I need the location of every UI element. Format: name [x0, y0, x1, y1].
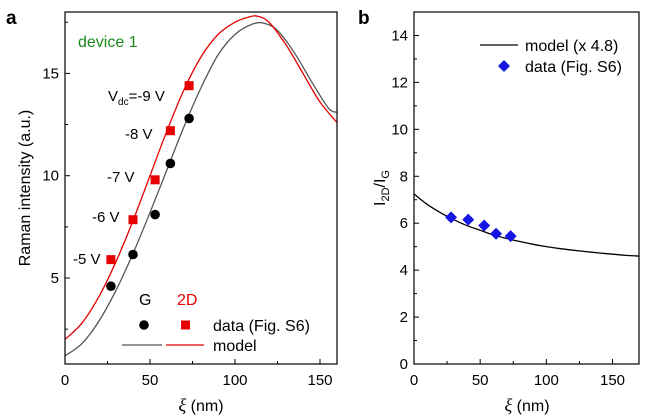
data-point-2d — [184, 81, 194, 91]
data-point-g — [106, 281, 116, 292]
y-tick-label: 10 — [42, 168, 59, 185]
data-point-data-fig-s6- — [478, 219, 491, 232]
x-tick-label: 50 — [142, 372, 159, 389]
panel-b-ylabel: I2D/IG — [372, 170, 392, 206]
y-tick-label: 4 — [400, 262, 408, 279]
y-tick-label: 8 — [400, 168, 408, 185]
data-point-g — [150, 209, 160, 220]
panel-a-model-lines — [64, 15, 338, 357]
y-tick-label: 5 — [51, 270, 59, 287]
panel-label-b: b — [358, 8, 370, 29]
series-line-model-g — [64, 21, 338, 357]
legend-header-2d: 2D — [177, 292, 197, 309]
x-tick-label: 100 — [534, 372, 559, 389]
legend-data-label: data (Fig. S6) — [213, 318, 310, 335]
panel-label-a: a — [6, 8, 17, 29]
data-point-2d — [150, 175, 160, 185]
panel-a-frame — [64, 11, 338, 365]
label-voltage-8: -8 V — [125, 126, 153, 143]
legend-b-data-label: data (Fig. S6) — [525, 59, 622, 76]
panel-a-legend: G 2D data (Fig. S6) model — [122, 292, 310, 355]
legend-marker-2d — [181, 320, 190, 330]
data-point-data-fig-s6- — [462, 213, 475, 226]
legend-header-g: G — [139, 292, 151, 309]
panel-a-ticks: 0 50 100 150 5 10 15 — [42, 21, 333, 389]
legend-b-model-label: model (x 4.8) — [525, 38, 618, 55]
x-tick-label: 0 — [61, 372, 69, 389]
data-point-data-fig-s6- — [490, 227, 503, 240]
x-tick-label: 150 — [600, 372, 625, 389]
y-tick-label: 12 — [391, 74, 408, 91]
legend-model-label: model — [213, 338, 257, 355]
data-point-g — [165, 158, 176, 169]
y-tick-label: 6 — [400, 215, 408, 232]
panel-a-ylabel: Raman intensity (a.u.) — [17, 110, 34, 267]
legend-marker-g — [139, 320, 149, 330]
data-point-data-fig-s6- — [504, 230, 517, 243]
series-line-model-2d — [64, 15, 338, 340]
panel-a-xlabel: ξ (nm) — [178, 395, 223, 415]
series-line-model-x-4-8- — [413, 193, 640, 257]
panel-a-annotation: device 1 — [78, 34, 138, 51]
y-tick-label: 14 — [391, 27, 408, 44]
panel-a: 0 50 100 150 5 10 15 device 1 Vdc=-9 V -8 V -7… — [17, 11, 338, 415]
legend-b-marker-data — [498, 60, 510, 72]
panel-b-legend: model (x 4.8) data (Fig. S6) — [480, 38, 622, 76]
label-voltage-top: Vdc=-9 V — [108, 88, 165, 108]
x-tick-label: 50 — [472, 372, 489, 389]
data-point-2d — [165, 126, 175, 136]
label-voltage-5: -5 V — [73, 251, 101, 268]
x-tick-label: 100 — [222, 372, 247, 389]
panel-b-xlabel: ξ (nm) — [504, 395, 549, 415]
data-point-2d — [106, 255, 116, 265]
y-tick-label: 2 — [400, 309, 408, 326]
x-tick-label: 0 — [410, 372, 418, 389]
panel-a-data-points — [106, 81, 194, 292]
data-point-g — [184, 113, 194, 124]
y-tick-label: 15 — [42, 65, 59, 82]
panel-b-ticks: 0 50 100 150 0 2 4 6 8 10 12 14 — [391, 11, 625, 389]
x-tick-label: 150 — [307, 372, 332, 389]
y-tick-label: 10 — [391, 121, 408, 138]
data-point-g — [128, 249, 138, 260]
data-point-data-fig-s6- — [445, 211, 458, 224]
panel-b-model-line — [413, 193, 640, 257]
panel-b-frame — [413, 11, 640, 365]
panel-b-data-points — [445, 211, 517, 243]
y-tick-label: 0 — [400, 356, 408, 373]
label-voltage-6: -6 V — [92, 209, 120, 226]
label-voltage-7: -7 V — [107, 169, 135, 186]
panel-b: 0 50 100 150 0 2 4 6 8 10 12 14 model (x 4.8) data … — [372, 11, 640, 415]
data-point-2d — [128, 215, 138, 225]
